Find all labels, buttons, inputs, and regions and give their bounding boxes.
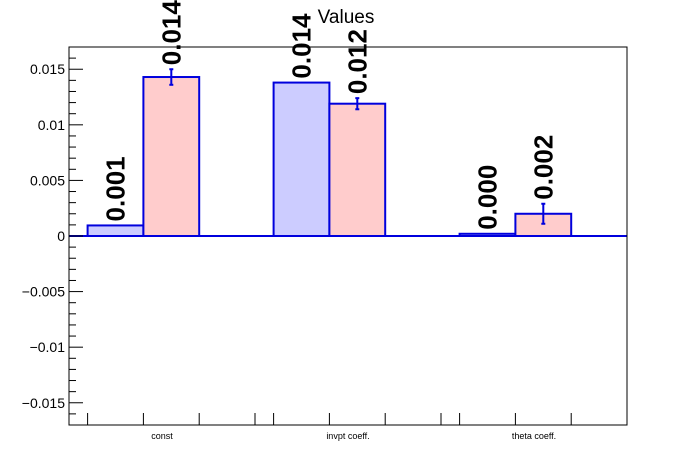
x-category-label: invpt coeff.: [326, 431, 369, 441]
value-label-s0-c2: 0.000: [473, 165, 503, 230]
chart-title: Values: [318, 7, 375, 28]
bar-s0-c1: [272, 81, 331, 237]
bar-s1-c0: [142, 76, 201, 237]
y-tick-label: 0.01: [38, 117, 65, 133]
value-label-s0-c0: 0.001: [101, 156, 131, 221]
bar-s1-c1: [328, 102, 387, 237]
x-category-label: const: [151, 431, 173, 441]
y-tick-label: −0.01: [30, 339, 66, 355]
y-tick-label: −0.005: [22, 284, 65, 300]
x-category-label: theta coeff.: [512, 431, 556, 441]
value-label-s1-c2: 0.002: [528, 135, 558, 200]
value-label-s1-c1: 0.012: [342, 29, 372, 94]
value-label-s1-c0: 0.014: [156, 0, 186, 65]
y-tick-label: 0.015: [30, 61, 65, 77]
y-tick-label: −0.015: [22, 395, 65, 411]
bar-s0-c0: [86, 224, 145, 237]
value-label-s0-c1: 0.014: [287, 13, 317, 79]
y-tick-label: 0.005: [30, 172, 65, 188]
y-tick-label: 0: [57, 228, 65, 244]
